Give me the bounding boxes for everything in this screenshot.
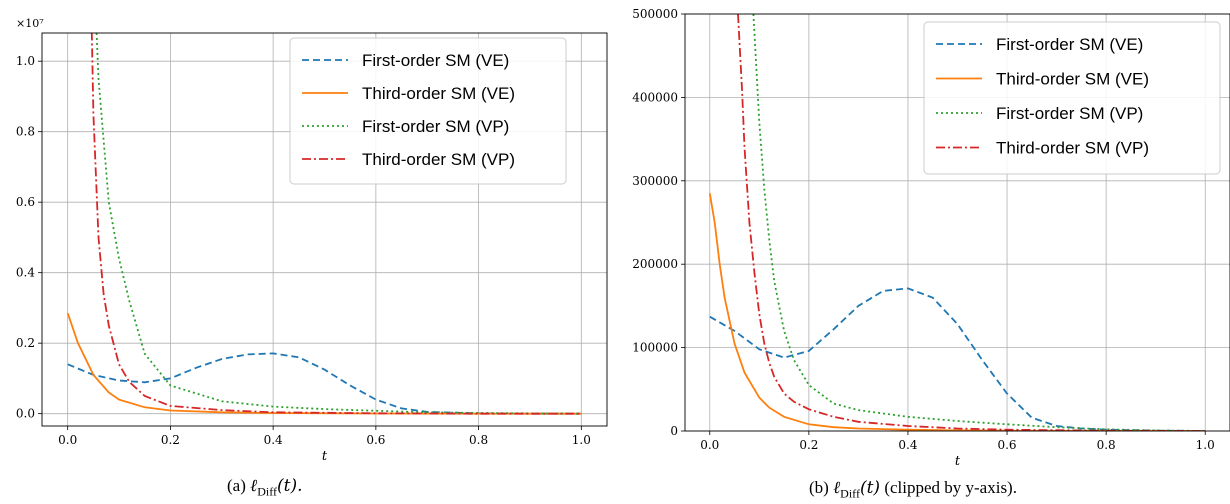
- caption-a-math: ℓ: [250, 476, 258, 496]
- x-tick-label: 0.8: [469, 433, 488, 447]
- series-line-1: [709, 287, 1206, 431]
- x-tick-label: 0.4: [264, 433, 283, 447]
- caption-a-prefix: (a): [227, 476, 251, 495]
- caption-b-sub: Diff: [840, 486, 860, 501]
- x-tick-label: 1.0: [572, 433, 591, 447]
- caption-b-rest: (t): [859, 478, 881, 498]
- y-tick-label: 0.6: [16, 195, 35, 209]
- x-tick-label: 0.2: [161, 433, 180, 447]
- caption-b-rest2: (clipped by y-axis).: [880, 478, 1017, 497]
- x-tick-label: 1.0: [1196, 438, 1215, 452]
- y-tick-label: 300000: [632, 174, 678, 188]
- legend-label-1: First-order SM (VE): [996, 35, 1143, 54]
- x-axis-label: t: [322, 449, 328, 464]
- chart-a-svg: 0.0 0.2 0.4 0.6 0.8 1.0 0.0 0.2 0.4 0.6 0.8 1.0 t ×10…: [16, 17, 608, 464]
- caption-b-prefix: (b): [809, 478, 834, 497]
- plot-frame: [684, 13, 1230, 432]
- x-tick-label: 0.8: [1097, 438, 1116, 452]
- y-tick-label: 100000: [632, 341, 678, 355]
- series-line-1: [67, 352, 582, 415]
- x-tick-label: 0.4: [898, 438, 917, 452]
- y-tick-label: 200000: [632, 257, 678, 271]
- x-axis-label: t: [955, 454, 961, 469]
- y-tick-label: 0.4: [16, 266, 35, 280]
- y-tick-label: 0.0: [16, 407, 35, 421]
- legend-label-3: First-order SM (VP): [996, 104, 1143, 123]
- y-tick-label: 400000: [632, 90, 678, 104]
- x-tick-label: 0.6: [997, 438, 1016, 452]
- caption-b-math: ℓ: [833, 478, 841, 498]
- y-tick-label: 1.0: [16, 54, 35, 68]
- series-line-4: [737, 14, 1206, 431]
- caption-b: (b) ℓDiff(t) (clipped by y-axis).: [809, 478, 1017, 501]
- legend-label-3: First-order SM (VP): [362, 117, 509, 136]
- legend: First-order SM (VE) Third-order SM (VE) Fi…: [923, 21, 1221, 175]
- chart-panel-a: 0.0 0.2 0.4 0.6 0.8 1.0 0.0 0.2 0.4 0.6 0.8 1.0 t ×10…: [16, 17, 608, 499]
- caption-a: (a) ℓDiff(t).: [227, 476, 303, 499]
- legend-label-2: Third-order SM (VE): [362, 84, 515, 103]
- legend-label-4: Third-order SM (VP): [996, 139, 1149, 158]
- series-line-3: [95, 33, 582, 415]
- series-line-2: [66, 312, 582, 415]
- chart-b-svg: 0.0 0.2 0.4 0.6 0.8 1.0 0 100000 200000 300000 400…: [632, 7, 1230, 469]
- legend-label-4: Third-order SM (VP): [362, 150, 515, 169]
- series-line-4: [90, 33, 582, 415]
- x-tick-label: 0.2: [799, 438, 818, 452]
- legend-box: [289, 37, 567, 185]
- plot-frame: [41, 32, 608, 427]
- x-tick-label: 0.0: [58, 433, 77, 447]
- legend: First-order SM (VE) Third-order SM (VE) Fi…: [289, 37, 567, 185]
- caption-a-rest: (t).: [277, 476, 303, 496]
- caption-a-sub: Diff: [257, 484, 277, 499]
- y-tick-label: 500000: [632, 7, 678, 21]
- legend-label-1: First-order SM (VE): [362, 51, 509, 70]
- y-tick-label: 0.2: [16, 336, 35, 350]
- y-tick-label: 0.8: [16, 125, 35, 139]
- x-tick-label: 0.6: [366, 433, 385, 447]
- legend-label-2: Third-order SM (VE): [996, 70, 1149, 89]
- series-line-2: [708, 193, 1206, 431]
- x-tick-label: 0.0: [700, 438, 719, 452]
- legend-box: [923, 21, 1221, 175]
- y-axis-multiplier: ×10⁷: [16, 17, 44, 30]
- chart-panel-b: 0.0 0.2 0.4 0.6 0.8 1.0 0 100000 200000 300000 400…: [615, 0, 1230, 504]
- y-tick-label: 0: [670, 424, 678, 438]
